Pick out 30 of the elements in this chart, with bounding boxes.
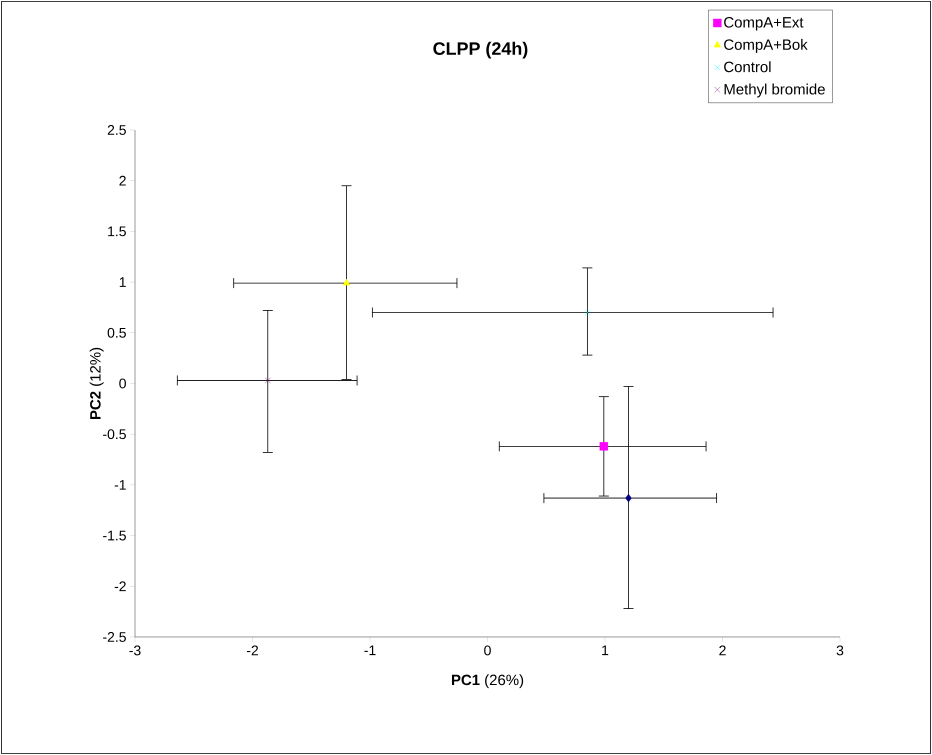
y-tick-label: 0 (119, 378, 126, 388)
legend-label: Methyl bromide (724, 84, 825, 98)
legend-label: CompA+Ext (724, 17, 804, 31)
x-axis-title: PC1 (26%) (452, 674, 524, 688)
point (264, 377, 271, 384)
legend-label: CompA+Bok (724, 38, 808, 53)
point (600, 442, 608, 451)
y-tick-label: -0.5 (103, 429, 126, 440)
y-tick-label: 2.5 (108, 125, 126, 135)
y-tick-label: 2 (119, 176, 126, 186)
chart-title: CLPP (24h) (433, 42, 528, 58)
x-tick-label: 0 (484, 645, 491, 656)
point (342, 278, 350, 286)
legend-label: Control (724, 61, 771, 72)
point (625, 494, 632, 502)
x-tick-label: 1 (602, 646, 608, 656)
point (584, 309, 590, 316)
x-tick-label: -1 (364, 646, 376, 656)
y-tick-label: 0.5 (108, 328, 126, 338)
y-tick-label: 1 (120, 277, 126, 287)
x-tick-label: 2 (719, 645, 726, 656)
y-tick-label: 1.5 (108, 226, 126, 236)
y-tick-label: -2 (114, 581, 126, 592)
y-tick-label: -2.5 (103, 632, 126, 642)
x-tick-label: 3 (836, 645, 844, 656)
x-tick-label: -3 (129, 645, 141, 656)
y-axis-title: PC2 (12%) (90, 348, 104, 420)
x-tick-label: -2 (246, 645, 258, 656)
y-tick-label: -1.5 (103, 530, 126, 540)
y-tick-label: -1 (114, 480, 126, 490)
